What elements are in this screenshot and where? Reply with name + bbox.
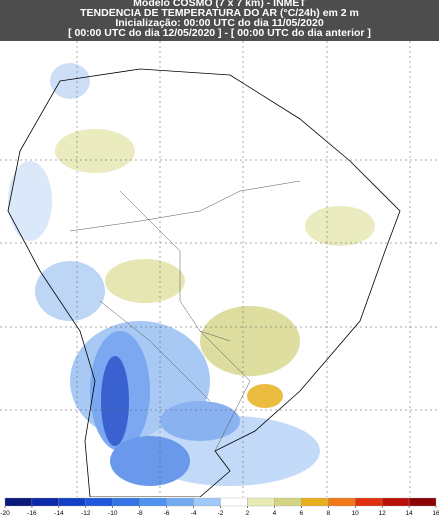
colorbar-segment (381, 497, 410, 507)
colorbar-segment (58, 497, 86, 507)
colorbar-segment (355, 497, 383, 507)
header-line: [ 00:00 UTC do dia 12/05/2020 ] - [ 00:0… (68, 28, 371, 38)
header-line: TENDÊNCIA DE TEMPERATURA DO AR (°C/24h) … (80, 8, 359, 18)
colorbar-label: -20 (0, 510, 10, 517)
colorbar-label: 10 (352, 510, 360, 517)
colorbar-label: -10 (108, 510, 118, 517)
colorbar-segment (247, 497, 275, 507)
colorbar-label: 12 (379, 510, 387, 517)
map (0, 41, 439, 497)
colorbar-label: 6 (300, 510, 304, 517)
colorbar-segment (166, 497, 194, 507)
colorbar-segment (193, 497, 221, 507)
colorbar-segment (4, 497, 33, 507)
colorbar-segment (220, 497, 248, 507)
colorbar-label: -4 (191, 510, 197, 517)
colorbar-segment (328, 497, 356, 507)
colorbar: -20 -16 -14 -12 -10 -8 -6 -4 -2 2 4 6 8 10 12 14 16 (0, 497, 439, 517)
colorbar-label: 8 (326, 510, 330, 517)
colorbar-segment (85, 497, 113, 507)
colorbar-segment (112, 497, 140, 507)
colorbar-segment (301, 497, 329, 507)
colorbar-label: -12 (81, 510, 91, 517)
colorbar-segment (139, 497, 167, 507)
colorbar-label: 2 (246, 510, 250, 517)
header-line: Modelo COSMO (7 x 7 km) - INMET (133, 0, 306, 8)
header: Modelo COSMO (7 x 7 km) - INMET TENDÊNCI… (0, 0, 439, 41)
yellow-field (55, 129, 375, 408)
grid (0, 41, 439, 497)
colorbar-label: 14 (405, 510, 413, 517)
colorbar-segment (408, 497, 437, 507)
colorbar-label: -16 (27, 510, 37, 517)
colorbar-label: -2 (218, 510, 224, 517)
colorbar-label: 4 (273, 510, 277, 517)
colorbar-segment (31, 497, 60, 507)
header-line: Inicialização: 00:00 UTC do dia 11/05/20… (115, 18, 324, 28)
blue-field (8, 63, 320, 486)
colorbar-segment (274, 497, 302, 507)
colorbar-label: -14 (54, 510, 64, 517)
colorbar-label: -8 (137, 510, 143, 517)
colorbar-label: 16 (432, 510, 439, 517)
colorbar-label: -6 (164, 510, 170, 517)
